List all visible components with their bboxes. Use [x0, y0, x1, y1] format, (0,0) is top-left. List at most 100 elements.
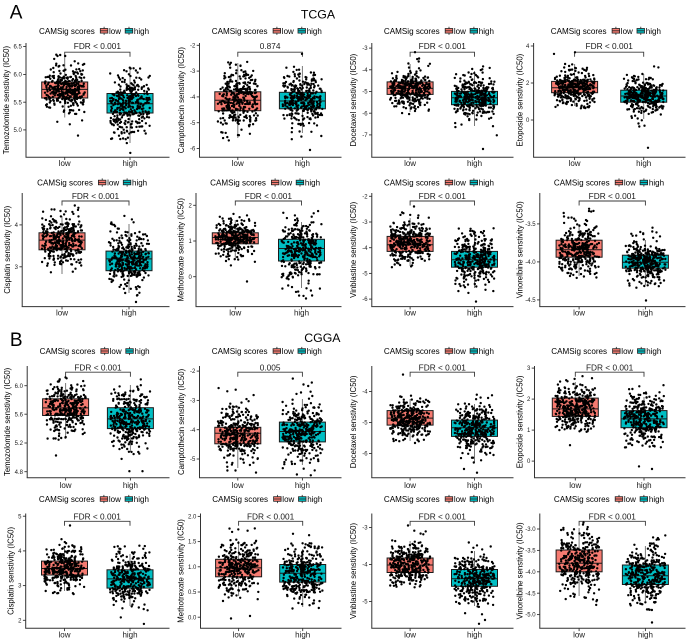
svg-text:-5: -5 [362, 272, 368, 278]
svg-text:high: high [122, 159, 137, 168]
svg-text:CAMSig scores: CAMSig scores [384, 27, 440, 36]
svg-text:high: high [121, 309, 136, 318]
svg-text:0: 0 [527, 459, 531, 465]
svg-text:5.0: 5.0 [13, 128, 22, 134]
svg-text:high: high [638, 630, 653, 639]
svg-text:-7: -7 [362, 133, 368, 139]
svg-text:Methotrexate senstivity (IC50): Methotrexate senstivity (IC50) [177, 519, 186, 623]
svg-text:high: high [467, 159, 482, 168]
svg-text:Vinorelbine senstivity (IC50): Vinorelbine senstivity (IC50) [516, 201, 525, 298]
svg-text:CAMSig scores: CAMSig scores [212, 347, 268, 356]
svg-text:FDR < 0.001: FDR < 0.001 [419, 362, 467, 372]
svg-text:low: low [282, 347, 294, 356]
svg-text:-4.5: -4.5 [525, 591, 536, 597]
svg-text:low: low [404, 630, 416, 639]
svg-text:CAMSig scores: CAMSig scores [37, 179, 93, 188]
svg-text:high: high [135, 347, 150, 356]
svg-text:-5: -5 [190, 457, 196, 463]
svg-text:4.8: 4.8 [15, 470, 24, 476]
svg-text:high: high [295, 630, 310, 639]
svg-text:3: 3 [15, 265, 19, 271]
svg-text:Vinorelbine senstivity (IC50): Vinorelbine senstivity (IC50) [516, 522, 525, 619]
svg-text:-6: -6 [362, 111, 368, 117]
svg-text:0: 0 [188, 275, 192, 281]
svg-text:high: high [636, 481, 651, 490]
svg-text:low: low [573, 309, 585, 318]
svg-text:high: high [479, 347, 494, 356]
svg-text:high: high [305, 179, 320, 188]
svg-text:CAMSig scores: CAMSig scores [554, 495, 610, 504]
svg-text:high: high [295, 481, 310, 490]
svg-text:FDR < 0.001: FDR < 0.001 [74, 362, 122, 372]
svg-text:-3.5: -3.5 [525, 222, 536, 228]
svg-text:-3: -3 [362, 220, 368, 226]
svg-text:low: low [110, 347, 122, 356]
svg-text:low: low [621, 347, 633, 356]
svg-text:-4: -4 [362, 246, 368, 252]
svg-text:Camptothecin senstivity (IC50): Camptothecin senstivity (IC50) [177, 47, 186, 154]
svg-text:0.0: 0.0 [188, 615, 197, 621]
svg-text:2: 2 [527, 397, 531, 403]
svg-text:1: 1 [188, 239, 192, 245]
svg-text:-3.0: -3.0 [525, 527, 536, 533]
svg-text:CAMSig scores: CAMSig scores [554, 179, 610, 188]
svg-text:high: high [649, 495, 664, 504]
svg-text:low: low [624, 179, 636, 188]
svg-text:6.5: 6.5 [13, 45, 22, 51]
svg-text:5.2: 5.2 [15, 441, 24, 447]
svg-text:FDR < 0.001: FDR < 0.001 [586, 362, 634, 372]
svg-text:high: high [307, 27, 322, 36]
svg-text:-2: -2 [190, 369, 196, 375]
svg-text:FDR < 0.001: FDR < 0.001 [419, 41, 467, 51]
svg-text:3: 3 [18, 584, 22, 590]
svg-text:-4: -4 [190, 428, 196, 434]
svg-text:2: 2 [526, 81, 530, 87]
svg-text:high: high [132, 179, 147, 188]
svg-text:-4: -4 [362, 68, 368, 74]
svg-text:-4: -4 [362, 563, 368, 569]
svg-text:low: low [58, 630, 70, 639]
svg-text:0.5: 0.5 [188, 590, 197, 596]
svg-text:0: 0 [526, 118, 530, 124]
svg-text:low: low [569, 481, 581, 490]
svg-text:-6: -6 [362, 452, 368, 458]
svg-text:4: 4 [526, 44, 530, 50]
svg-text:high: high [636, 159, 651, 168]
svg-text:0.874: 0.874 [260, 41, 281, 51]
svg-text:-2: -2 [362, 194, 368, 200]
svg-text:Temozolomide senstivity (IC50): Temozolomide senstivity (IC50) [2, 46, 11, 155]
svg-text:high: high [646, 27, 661, 36]
svg-text:low: low [282, 495, 294, 504]
svg-text:low: low [280, 179, 292, 188]
svg-text:high: high [479, 495, 494, 504]
svg-text:high: high [307, 495, 322, 504]
svg-text:high: high [295, 159, 310, 168]
svg-text:high: high [123, 481, 138, 490]
svg-text:high: high [122, 630, 137, 639]
svg-text:-4.0: -4.0 [525, 570, 536, 576]
svg-text:FDR < 0.001: FDR < 0.001 [72, 191, 120, 201]
svg-text:-3.5: -3.5 [525, 549, 536, 555]
svg-text:-6: -6 [362, 297, 368, 303]
svg-text:high: high [307, 347, 322, 356]
svg-text:Cisplatin senstivity (IC50): Cisplatin senstivity (IC50) [6, 527, 15, 615]
svg-text:CAMSig scores: CAMSig scores [551, 27, 607, 36]
svg-text:low: low [454, 179, 466, 188]
svg-text:-3: -3 [190, 69, 196, 75]
svg-text:6.0: 6.0 [15, 384, 24, 390]
svg-text:5: 5 [18, 514, 22, 520]
svg-text:5.6: 5.6 [15, 412, 24, 418]
svg-text:FDR < 0.001: FDR < 0.001 [419, 191, 467, 201]
svg-text:FDR < 0.001: FDR < 0.001 [589, 511, 637, 521]
svg-text:CAMSig scores: CAMSig scores [39, 27, 95, 36]
svg-text:CAMSig scores: CAMSig scores [212, 495, 268, 504]
svg-text:-4.0: -4.0 [525, 260, 536, 266]
svg-text:1: 1 [527, 428, 531, 434]
svg-text:low: low [454, 495, 466, 504]
svg-text:Camptothecin senstivity (IC50): Camptothecin senstivity (IC50) [177, 368, 186, 475]
svg-text:0.005: 0.005 [260, 362, 281, 372]
svg-text:high: high [294, 309, 309, 318]
svg-text:FDR < 0.001: FDR < 0.001 [247, 511, 295, 521]
svg-text:low: low [404, 481, 416, 490]
svg-text:FDR < 0.001: FDR < 0.001 [589, 191, 637, 201]
